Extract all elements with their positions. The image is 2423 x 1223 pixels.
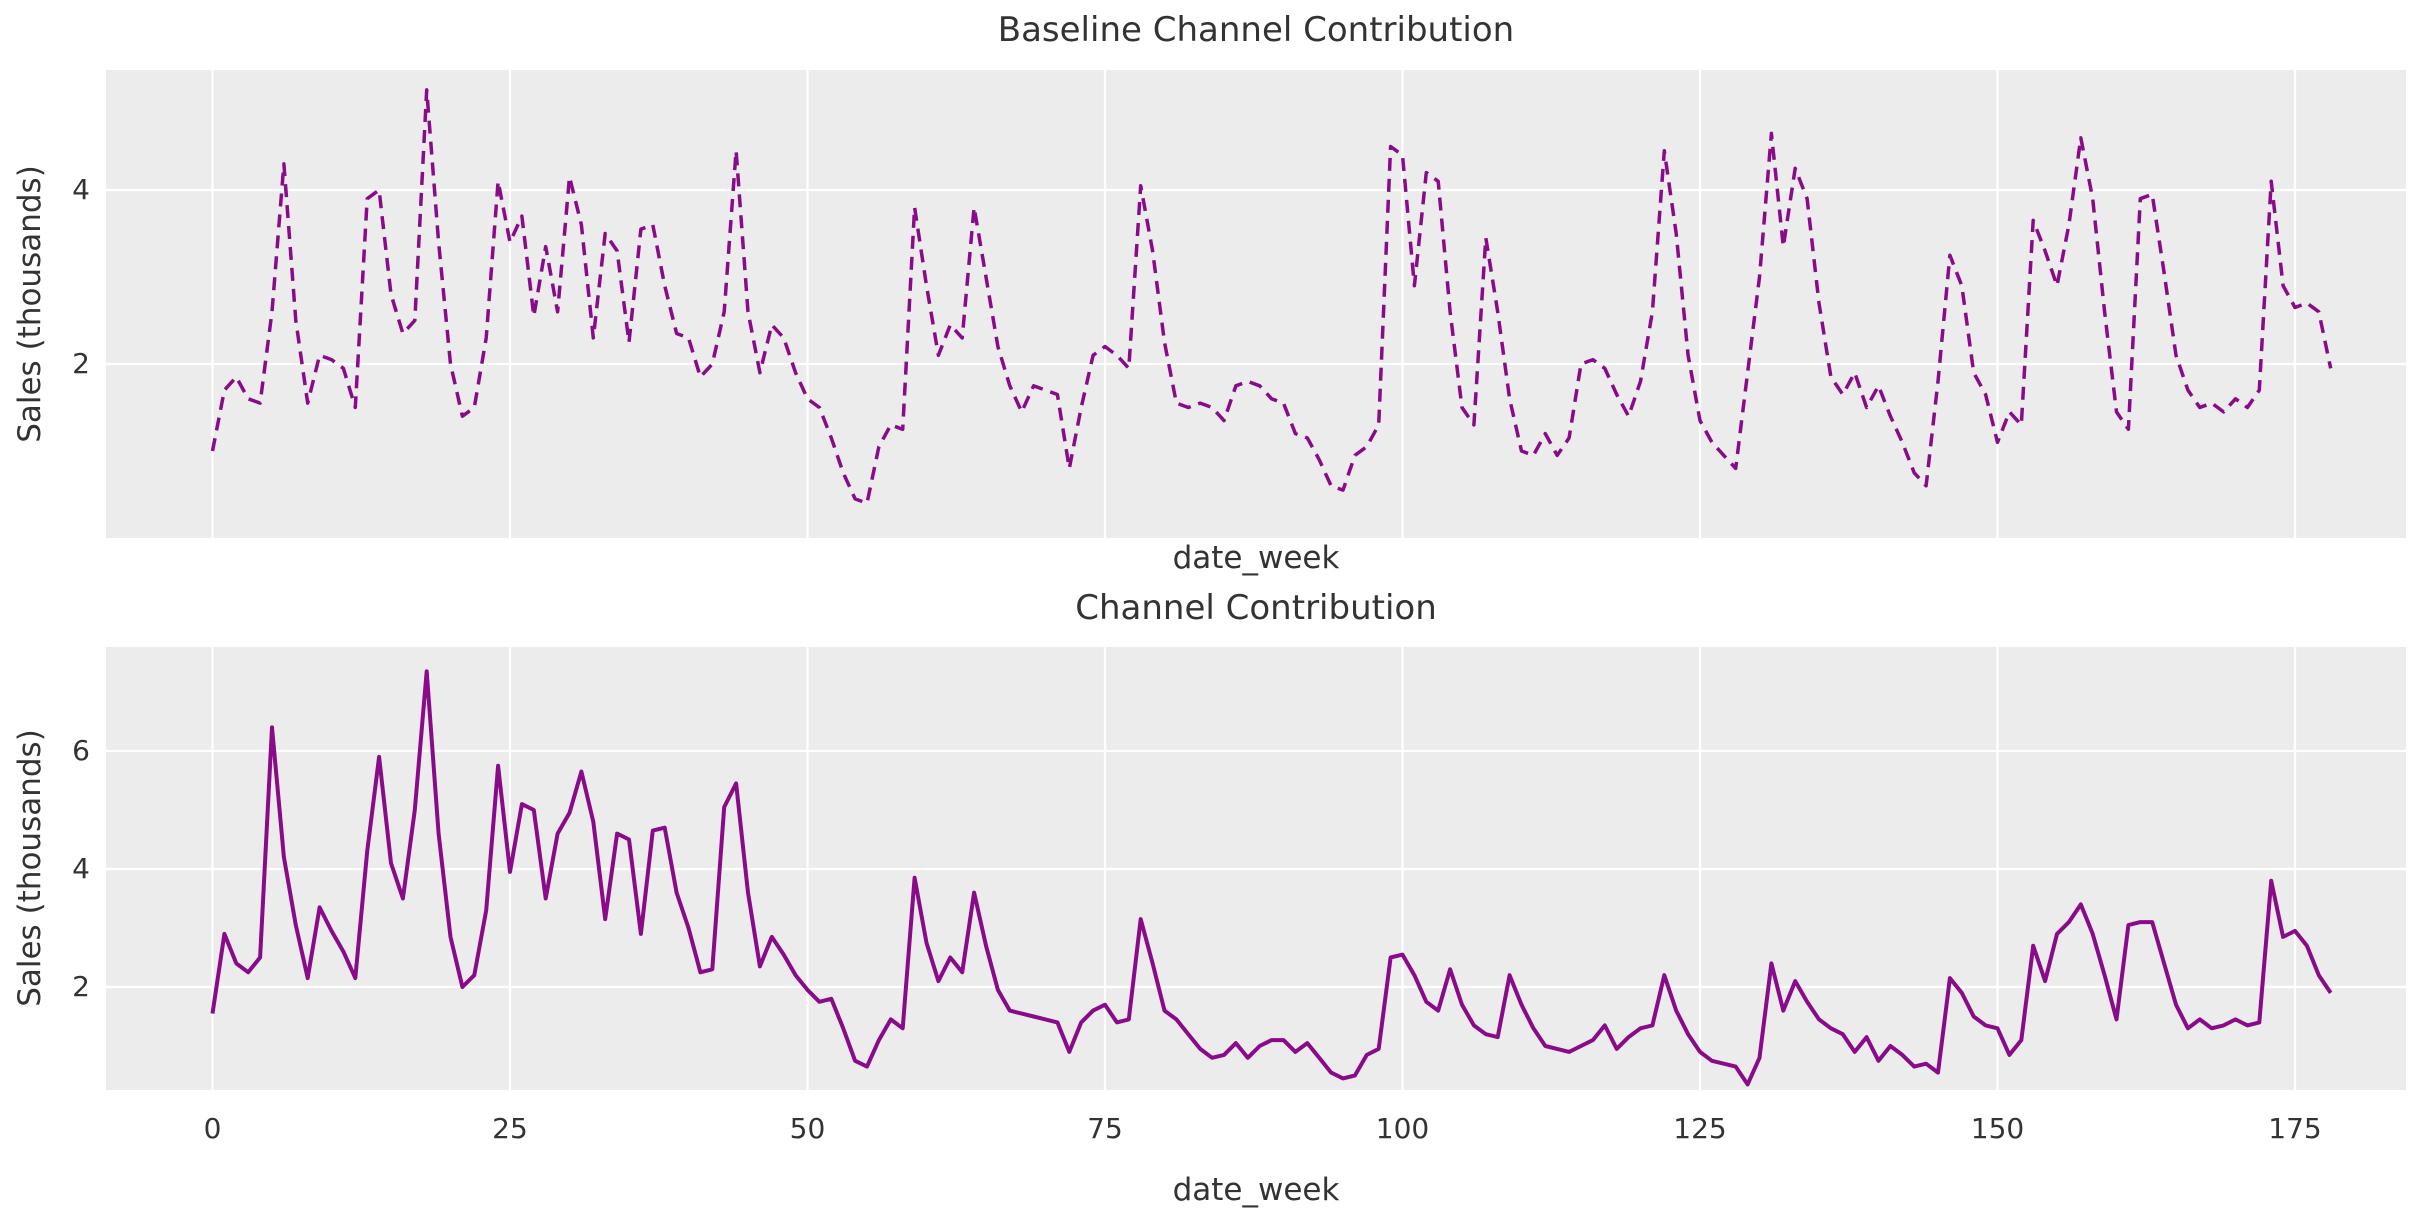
baseline-plot-area [106, 70, 2406, 538]
y-tick-label: 4 [72, 852, 90, 885]
y-tick-label: 4 [72, 173, 90, 206]
channel-line-chart [106, 647, 2406, 1090]
x-tick-label: 0 [203, 1112, 222, 1145]
channel-x-axis-label: date_week [1172, 1172, 1340, 1208]
baseline-x-axis-label: date_week [1172, 540, 1340, 576]
x-tick-label: 125 [1673, 1112, 1727, 1145]
y-tick-label: 2 [72, 970, 90, 1003]
x-tick-label: 50 [789, 1112, 826, 1145]
baseline-line-chart [106, 70, 2406, 538]
x-tick-label: 100 [1375, 1112, 1430, 1145]
channel-chart-title: Channel Contribution [1075, 588, 1437, 628]
sales-line-series [210, 88, 2333, 505]
baseline-chart-title: Baseline Channel Contribution [997, 10, 1515, 50]
x-tick-label: 175 [2268, 1112, 2322, 1145]
y-tick-label: 6 [72, 734, 90, 767]
x-tick-label: 25 [492, 1112, 528, 1145]
y-tick-label: 2 [72, 347, 90, 380]
x-tick-label: 150 [1970, 1112, 2025, 1145]
sales-line-series [210, 669, 2333, 1087]
channel-plot-area [106, 647, 2406, 1090]
x-tick-label: 75 [1087, 1112, 1123, 1145]
